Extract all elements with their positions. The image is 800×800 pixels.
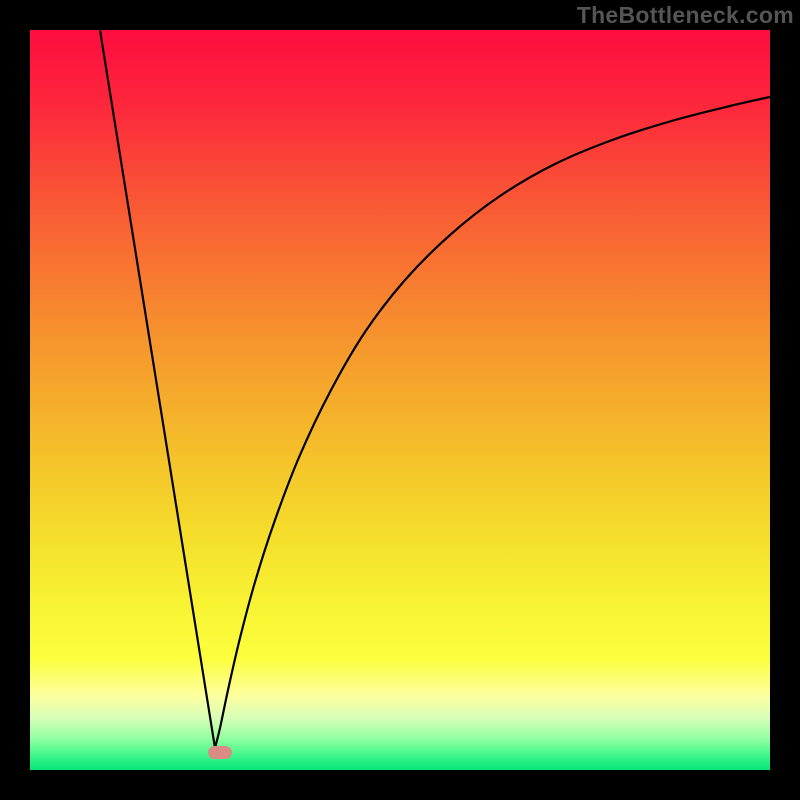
chart-container: TheBottleneck.com — [0, 0, 800, 800]
bottleneck-curve — [100, 30, 770, 748]
optimum-marker — [208, 746, 232, 759]
plot-area — [30, 30, 770, 770]
curve-layer — [30, 30, 770, 770]
watermark-text: TheBottleneck.com — [577, 2, 794, 29]
